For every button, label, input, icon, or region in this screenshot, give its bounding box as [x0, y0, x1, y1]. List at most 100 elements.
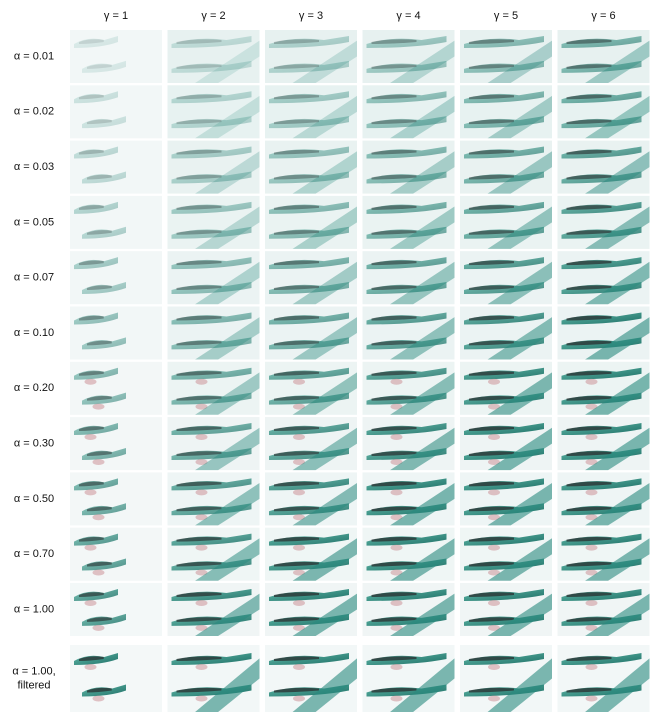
image-tile — [363, 472, 455, 525]
image-tile — [265, 141, 357, 194]
red-tint — [293, 434, 305, 440]
red-tint — [488, 696, 500, 702]
red-tint — [196, 379, 208, 385]
red-tint — [196, 696, 208, 702]
image-tile — [265, 528, 357, 581]
red-tint — [293, 600, 305, 606]
image-tile — [363, 85, 455, 138]
image-tile — [363, 583, 455, 636]
figure: γ = 1γ = 2γ = 3γ = 4γ = 5γ = 6α = 0.01α … — [0, 0, 653, 714]
column-header: γ = 6 — [591, 10, 615, 22]
image-tile — [168, 417, 260, 470]
red-tint — [391, 664, 403, 670]
image-tile — [168, 30, 260, 83]
row-label: α = 0.30 — [14, 438, 54, 450]
red-tint — [293, 664, 305, 670]
image-tile — [558, 85, 650, 138]
image-tile — [558, 196, 650, 249]
image-tile — [363, 362, 455, 415]
image-tile — [363, 307, 455, 360]
image-tile — [363, 141, 455, 194]
image-tile — [558, 141, 650, 194]
column-header: γ = 4 — [396, 10, 420, 22]
red-tint — [93, 696, 105, 702]
image-tile — [363, 251, 455, 304]
red-tint — [391, 489, 403, 495]
image-tile — [460, 196, 552, 249]
red-tint — [196, 600, 208, 606]
image-tile — [70, 645, 162, 712]
image-tile — [558, 645, 650, 712]
image-tile — [265, 472, 357, 525]
image-tile — [363, 645, 455, 712]
image-tile — [70, 528, 162, 581]
image-tile — [265, 196, 357, 249]
column-header: γ = 3 — [299, 10, 323, 22]
image-tile — [168, 472, 260, 525]
image-tile — [460, 417, 552, 470]
red-tint — [93, 625, 105, 631]
red-tint — [93, 570, 105, 576]
image-tile — [460, 528, 552, 581]
red-tint — [85, 434, 97, 440]
image-tile — [168, 141, 260, 194]
red-tint — [293, 696, 305, 702]
red-tint — [85, 545, 97, 551]
red-tint — [586, 434, 598, 440]
image-tile — [460, 251, 552, 304]
red-tint — [293, 545, 305, 551]
red-tint — [196, 545, 208, 551]
image-tile — [70, 30, 162, 83]
red-tint — [293, 489, 305, 495]
row-label: α = 0.03 — [14, 161, 54, 173]
image-tile — [558, 528, 650, 581]
image-tile — [168, 196, 260, 249]
image-tile — [70, 85, 162, 138]
red-tint — [196, 434, 208, 440]
image-tile — [363, 417, 455, 470]
image-tile — [363, 30, 455, 83]
row-label: α = 0.07 — [14, 272, 54, 284]
row-label: filtered — [17, 679, 50, 691]
image-tile — [265, 251, 357, 304]
image-tile — [460, 472, 552, 525]
row-label: α = 0.01 — [14, 50, 54, 62]
image-tile — [558, 417, 650, 470]
image-tile — [70, 362, 162, 415]
red-tint — [586, 545, 598, 551]
red-tint — [586, 664, 598, 670]
image-tile — [70, 583, 162, 636]
row-label: α = 0.10 — [14, 327, 54, 339]
image-tile — [265, 362, 357, 415]
red-tint — [488, 434, 500, 440]
image-tile — [168, 85, 260, 138]
red-tint — [586, 600, 598, 606]
image-tile — [558, 30, 650, 83]
image-tile — [265, 85, 357, 138]
image-tile — [460, 362, 552, 415]
image-tile — [558, 472, 650, 525]
image-tile — [168, 362, 260, 415]
image-tile — [168, 251, 260, 304]
image-tile — [70, 141, 162, 194]
red-tint — [93, 459, 105, 465]
image-tile — [558, 251, 650, 304]
red-tint — [488, 379, 500, 385]
image-tile — [460, 141, 552, 194]
red-tint — [391, 545, 403, 551]
image-tile — [70, 417, 162, 470]
image-tile — [265, 307, 357, 360]
image-tile — [265, 417, 357, 470]
image-tile — [70, 251, 162, 304]
page: {"header": {"columns": ["γ = 1", "γ = 2"… — [0, 0, 653, 719]
red-tint — [196, 664, 208, 670]
row-label: α = 0.20 — [14, 382, 54, 394]
image-tile — [558, 362, 650, 415]
row-label: α = 0.05 — [14, 216, 54, 228]
row-label: α = 0.02 — [14, 106, 54, 118]
row-label: α = 1.00, — [12, 665, 55, 677]
image-tile — [70, 196, 162, 249]
image-tile — [70, 472, 162, 525]
image-tile — [265, 583, 357, 636]
red-tint — [93, 404, 105, 410]
